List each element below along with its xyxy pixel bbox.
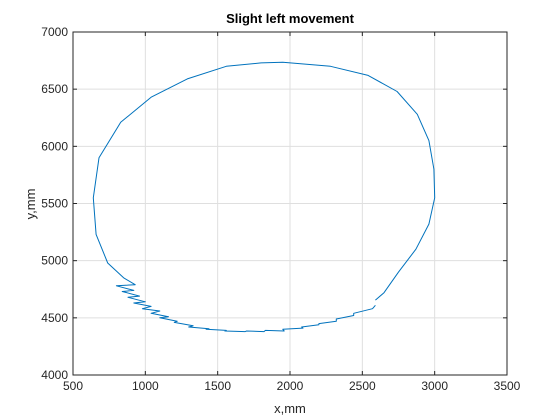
x-tick-label: 1500 — [204, 379, 231, 393]
x-tick-label: 3500 — [494, 379, 521, 393]
x-tick-label: 500 — [63, 379, 83, 393]
y-tick-label: 5500 — [41, 197, 68, 211]
series-line-1 — [92, 61, 436, 333]
chart-title: Slight left movement — [226, 11, 355, 26]
y-tick-label: 4500 — [41, 311, 68, 325]
grid — [73, 32, 507, 375]
ticks: 500 1000 1500 2000 2500 3000 3500 4000 4500 5000 5… — [41, 25, 520, 393]
x-axis-label: x,mm — [274, 401, 306, 416]
x-tick-label: 1000 — [132, 379, 159, 393]
x-tick-label: 2000 — [277, 379, 304, 393]
y-tick-label: 6500 — [41, 82, 68, 96]
y-axis-label: y,mm — [23, 189, 38, 220]
y-tick-label: 6000 — [41, 139, 68, 153]
x-tick-label: 3000 — [421, 379, 448, 393]
y-tick-label: 5000 — [41, 254, 68, 268]
y-tick-label: 4000 — [41, 368, 68, 382]
y-tick-label: 7000 — [41, 25, 68, 39]
series-layer — [92, 61, 436, 333]
x-tick-label: 2500 — [349, 379, 376, 393]
